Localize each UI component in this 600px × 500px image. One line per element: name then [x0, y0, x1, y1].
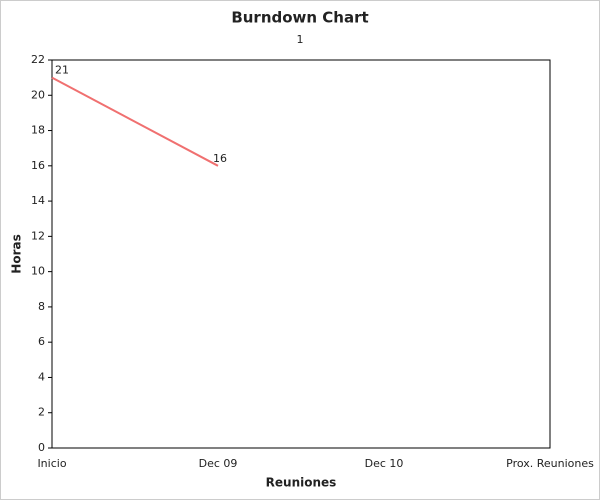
x-tick-label: Inicio: [37, 457, 66, 470]
x-tick-label: Prox. Reuniones: [506, 457, 594, 470]
x-tick-label: Dec 10: [365, 457, 404, 470]
y-tick-label: 2: [38, 406, 45, 419]
y-tick-label: 0: [38, 441, 45, 454]
y-tick-label: 8: [38, 300, 45, 313]
y-tick-label: 12: [31, 229, 45, 242]
y-tick-label: 10: [31, 265, 45, 278]
line: [51, 76, 219, 167]
chart-title: Burndown Chart: [231, 9, 368, 27]
x-axis-title: Reuniones: [266, 476, 337, 490]
data-label: 16: [213, 152, 227, 165]
y-tick-label: 20: [31, 88, 45, 101]
y-tick-label: 6: [38, 335, 45, 348]
y-axis-title: Horas: [10, 234, 24, 273]
chart-subtitle: 1: [297, 33, 304, 46]
y-tick-label: 18: [31, 124, 45, 137]
y-tick-label: 4: [38, 370, 45, 383]
data-label: 21: [55, 64, 69, 77]
plot-area: [51, 59, 551, 449]
y-tick-label: 22: [31, 53, 45, 66]
y-tick-label: 14: [31, 194, 45, 207]
y-tick-label: 16: [31, 159, 45, 172]
x-tick-label: Dec 09: [199, 457, 238, 470]
